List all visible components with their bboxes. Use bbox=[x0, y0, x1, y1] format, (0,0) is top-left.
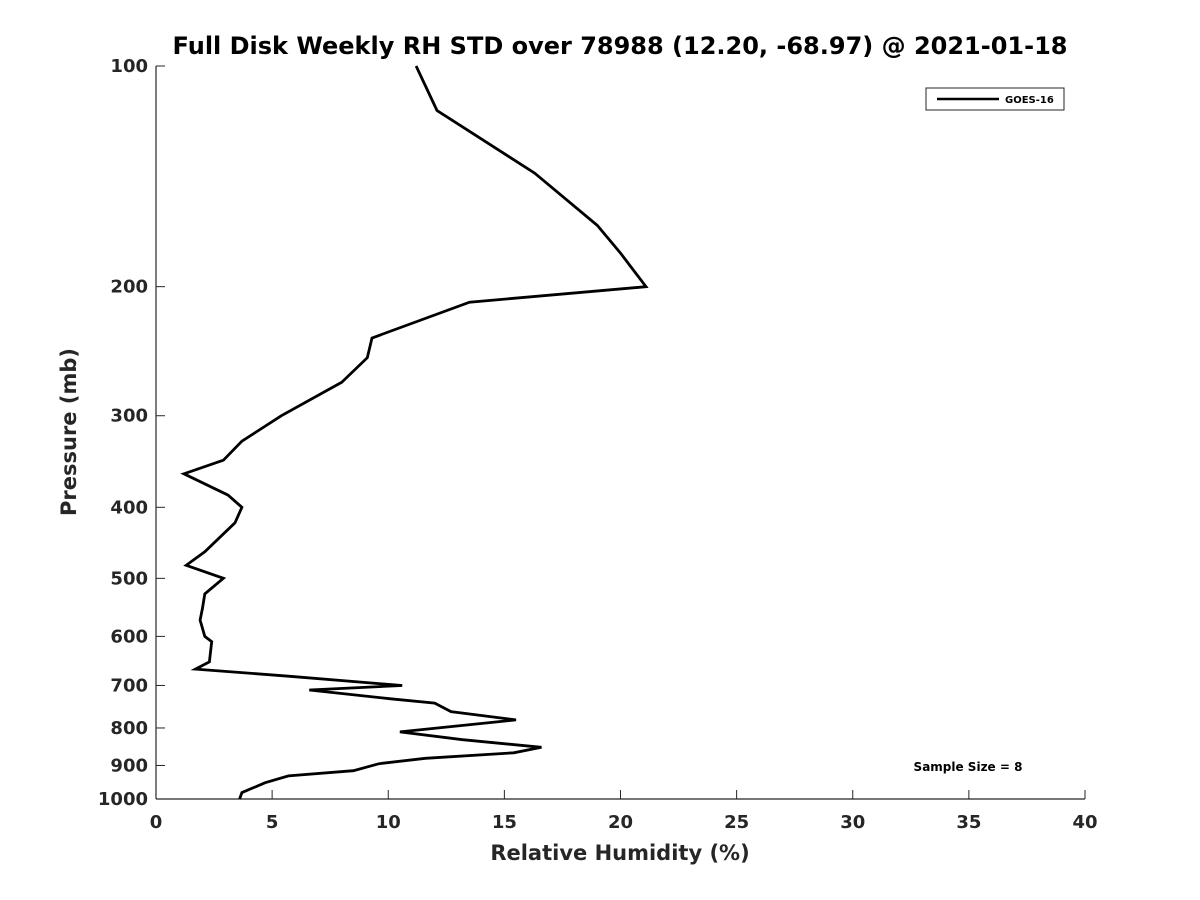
chart-title: Full Disk Weekly RH STD over 78988 (12.2… bbox=[173, 32, 1068, 60]
y-tick-label: 400 bbox=[110, 497, 148, 518]
sample-size-annotation: Sample Size = 8 bbox=[914, 760, 1023, 774]
y-tick-label: 800 bbox=[110, 718, 148, 739]
y-tick-label: 200 bbox=[110, 277, 148, 298]
x-tick-label: 5 bbox=[266, 812, 279, 833]
x-tick-label: 35 bbox=[956, 812, 981, 833]
y-tick-label: 700 bbox=[110, 675, 148, 696]
legend: GOES-16 bbox=[925, 87, 1065, 111]
series-layer bbox=[180, 65, 649, 800]
y-tick-label: 500 bbox=[110, 568, 148, 589]
y-axis-ticks: 100 200 300 400 500 600 700 800 900 1000 bbox=[98, 56, 165, 810]
y-tick-label: 100 bbox=[110, 56, 148, 77]
series-line-goes-16 bbox=[180, 65, 649, 800]
x-tick-label: 20 bbox=[608, 812, 633, 833]
y-tick-label: 300 bbox=[110, 406, 148, 427]
legend-label-goes-16: GOES-16 bbox=[1005, 95, 1054, 106]
x-tick-label: 15 bbox=[492, 812, 517, 833]
x-tick-label: 0 bbox=[150, 812, 163, 833]
x-tick-label: 40 bbox=[1072, 812, 1097, 833]
x-axis-ticks: 0 5 10 15 20 25 30 35 40 bbox=[150, 790, 1098, 833]
x-tick-label: 25 bbox=[724, 812, 749, 833]
x-axis-label: Relative Humidity (%) bbox=[490, 841, 749, 865]
y-tick-label: 900 bbox=[110, 755, 148, 776]
y-axis-label: Pressure (mb) bbox=[57, 348, 81, 516]
x-tick-label: 10 bbox=[376, 812, 401, 833]
y-tick-label: 600 bbox=[110, 626, 148, 647]
x-tick-label: 30 bbox=[840, 812, 865, 833]
y-tick-label: 1000 bbox=[98, 789, 148, 810]
